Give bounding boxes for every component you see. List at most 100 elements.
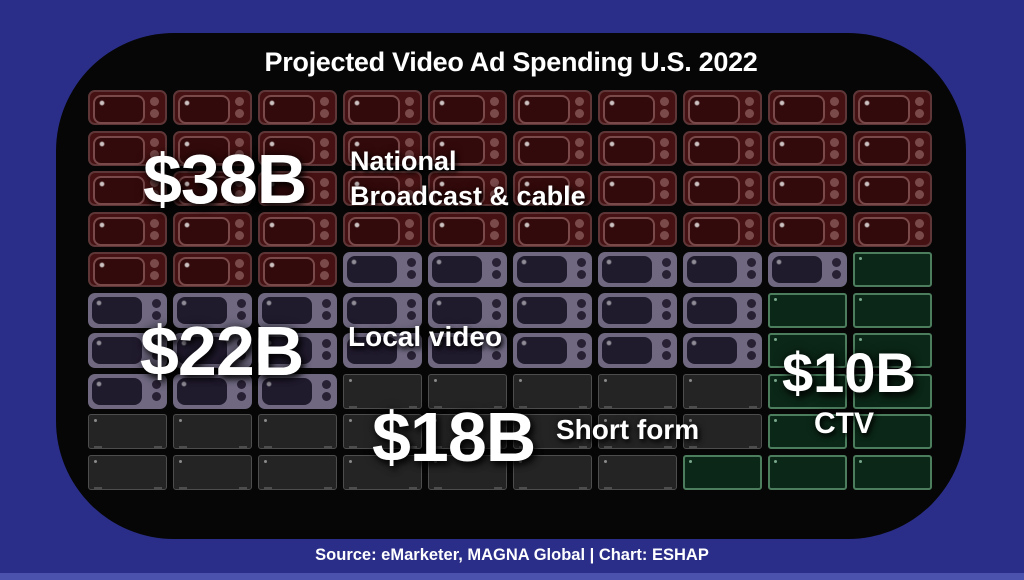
tv-icon-ctv <box>768 454 847 490</box>
tv-icon-ctv <box>853 333 932 368</box>
tv-icon-short-form <box>513 454 592 490</box>
tv-icon-short-form <box>683 373 762 409</box>
tv-icon-local-video <box>598 292 677 328</box>
tv-icon-local-video <box>513 333 592 368</box>
tv-icon-national-broadcast-cable <box>88 130 167 166</box>
tv-icon-local-video <box>173 292 252 328</box>
tv-icon-ctv <box>768 292 847 328</box>
tv-icon-national-broadcast-cable <box>768 90 847 125</box>
tv-icon-local-video <box>258 373 337 409</box>
tv-icon-ctv <box>853 292 932 328</box>
tv-icon-local-video <box>683 333 762 368</box>
tv-icon-local-video <box>343 292 422 328</box>
value-national-broadcast-cable: $38B <box>143 140 307 218</box>
tv-icon-national-broadcast-cable <box>598 211 677 247</box>
tv-icon-national-broadcast-cable <box>768 171 847 206</box>
tv-icon-national-broadcast-cable <box>343 90 422 125</box>
tv-icon-local-video <box>513 292 592 328</box>
tv-icon-national-broadcast-cable <box>683 171 762 206</box>
tv-icon-local-video <box>173 333 252 368</box>
tv-icon-local-video <box>88 333 167 368</box>
tv-icon-local-video <box>258 292 337 328</box>
tv-icon-ctv <box>768 414 847 449</box>
tv-icon-national-broadcast-cable <box>88 252 167 287</box>
tv-icon-local-video <box>88 292 167 328</box>
tv-wall-panel: Projected Video Ad Spending U.S. 2022 $3… <box>56 33 966 539</box>
value-short-form: $18B <box>372 398 536 476</box>
tv-icon-national-broadcast-cable <box>683 90 762 125</box>
tv-icon-national-broadcast-cable <box>683 211 762 247</box>
tv-icon-local-video <box>428 333 507 368</box>
label-national-line2: Broadcast & cable <box>350 181 586 211</box>
tv-icon-national-broadcast-cable <box>853 211 932 247</box>
tv-icon-national-broadcast-cable <box>173 211 252 247</box>
tv-icon-short-form <box>173 454 252 490</box>
tv-icon-national-broadcast-cable <box>173 252 252 287</box>
tv-icon-national-broadcast-cable <box>88 90 167 125</box>
tv-icon-short-form <box>513 414 592 449</box>
tv-icon-ctv <box>853 414 932 449</box>
tv-icon-short-form <box>258 454 337 490</box>
tv-icon-national-broadcast-cable <box>88 171 167 206</box>
tv-icon-ctv <box>768 333 847 368</box>
tv-icon-short-form <box>428 454 507 490</box>
tv-icon-short-form <box>428 373 507 409</box>
bottom-strip <box>0 573 1024 580</box>
tv-icon-national-broadcast-cable <box>598 130 677 166</box>
tv-icon-local-video <box>598 333 677 368</box>
label-ctv: CTV <box>814 407 874 440</box>
waffle-grid <box>88 90 932 490</box>
tv-icon-national-broadcast-cable <box>598 171 677 206</box>
tv-icon-national-broadcast-cable <box>513 171 592 206</box>
tv-icon-ctv <box>768 373 847 409</box>
tv-icon-national-broadcast-cable <box>853 171 932 206</box>
tv-icon-short-form <box>88 454 167 490</box>
label-national-line1: National <box>350 146 457 176</box>
tv-icon-national-broadcast-cable <box>598 90 677 125</box>
label-short-form: Short form <box>556 414 700 445</box>
tv-icon-local-video <box>343 333 422 368</box>
tv-icon-national-broadcast-cable <box>853 130 932 166</box>
tv-icon-short-form <box>683 414 762 449</box>
tv-icon-national-broadcast-cable <box>173 130 252 166</box>
tv-icon-ctv <box>853 454 932 490</box>
tv-icon-local-video <box>88 373 167 409</box>
tv-icon-short-form <box>88 414 167 449</box>
tv-icon-local-video <box>683 252 762 287</box>
tv-icon-ctv <box>853 373 932 409</box>
tv-icon-national-broadcast-cable <box>343 171 422 206</box>
tv-icon-national-broadcast-cable <box>88 211 167 247</box>
tv-icon-national-broadcast-cable <box>258 171 337 206</box>
tv-icon-local-video <box>428 252 507 287</box>
tv-icon-national-broadcast-cable <box>258 90 337 125</box>
tv-icon-short-form <box>343 414 422 449</box>
chart-title: Projected Video Ad Spending U.S. 2022 <box>264 47 758 77</box>
tv-icon-short-form <box>343 373 422 409</box>
tv-icon-ctv <box>683 454 762 490</box>
tv-icon-short-form <box>428 414 507 449</box>
tv-icon-national-broadcast-cable <box>258 130 337 166</box>
tv-icon-national-broadcast-cable <box>258 211 337 247</box>
tv-icon-short-form <box>598 414 677 449</box>
tv-icon-national-broadcast-cable <box>428 90 507 125</box>
tv-icon-national-broadcast-cable <box>173 171 252 206</box>
tv-icon-national-broadcast-cable <box>428 171 507 206</box>
tv-icon-local-video <box>768 252 847 287</box>
tv-icon-national-broadcast-cable <box>343 211 422 247</box>
tv-icon-national-broadcast-cable <box>768 211 847 247</box>
tv-icon-local-video <box>683 292 762 328</box>
tv-icon-short-form <box>173 414 252 449</box>
tv-icon-national-broadcast-cable <box>853 90 932 125</box>
tv-icon-local-video <box>173 373 252 409</box>
tv-icon-local-video <box>428 292 507 328</box>
tv-icon-short-form <box>598 373 677 409</box>
value-ctv: $10B <box>782 341 916 404</box>
tv-icon-short-form <box>513 373 592 409</box>
tv-icon-short-form <box>598 454 677 490</box>
tv-icon-national-broadcast-cable <box>173 90 252 125</box>
tv-icon-national-broadcast-cable <box>428 130 507 166</box>
tv-icon-national-broadcast-cable <box>428 211 507 247</box>
tv-icon-local-video <box>598 252 677 287</box>
tv-icon-national-broadcast-cable <box>768 130 847 166</box>
